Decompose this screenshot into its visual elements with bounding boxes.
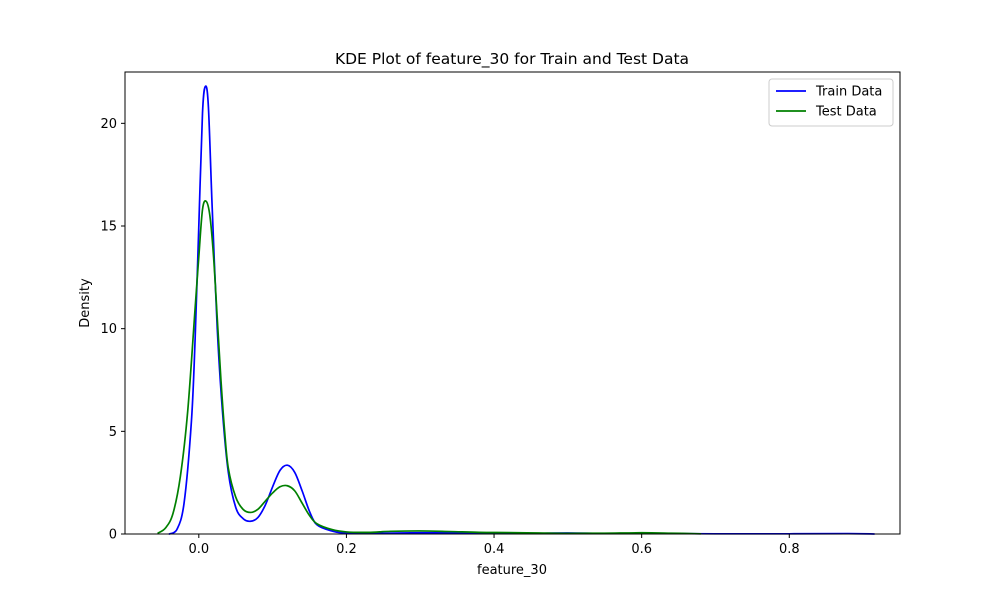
x-tick-label: 0.6	[631, 542, 652, 557]
x-tick-label: 0.2	[336, 542, 357, 557]
legend-label-train: Train Data	[815, 85, 882, 100]
x-axis-label: feature_30	[477, 563, 547, 578]
series-line-test	[157, 200, 702, 535]
y-tick-label: 10	[100, 322, 117, 337]
legend: Train Data Test Data	[768, 78, 894, 127]
y-axis-label: Density	[78, 278, 93, 328]
legend-label-test: Test Data	[815, 105, 877, 120]
x-axis-ticks: 0.0 0.2 0.4 0.6 0.8	[188, 534, 800, 557]
y-tick-label: 20	[100, 117, 117, 132]
series-lines	[157, 85, 876, 535]
x-tick-label: 0.8	[779, 542, 800, 557]
x-tick-label: 0.0	[188, 542, 209, 557]
y-tick-label: 15	[100, 220, 117, 235]
plot-frame	[124, 71, 901, 535]
y-axis-ticks: 0 5 10 15 20	[100, 117, 125, 543]
x-tick-label: 0.4	[484, 542, 505, 557]
y-tick-label: 0	[109, 528, 117, 543]
chart-title: KDE Plot of feature_30 for Train and Tes…	[335, 50, 689, 69]
y-tick-label: 5	[109, 425, 117, 440]
